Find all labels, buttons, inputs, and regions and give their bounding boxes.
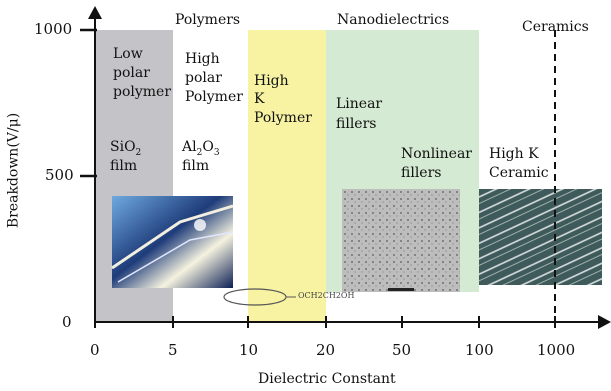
sio2-film-label: SiO2 (110, 139, 141, 162)
molecule-formula-label: OCH2CH2OH (298, 291, 355, 300)
x-tick-label: 1000 (537, 341, 576, 359)
y-tick-label-1000: 1000 (34, 20, 73, 38)
low-polar-polymer-label-line2: polar (113, 65, 150, 81)
high-polar-polymer-label-line3: Polymer (185, 89, 243, 105)
nonlinear-fillers-label-line1: Nonlinear (401, 146, 472, 162)
y-axis-title: Breakdown(V/μ) (5, 112, 22, 229)
high-polar-polymer-label-line1: High (185, 51, 220, 67)
al2o3-formula-sub2: 3 (213, 147, 220, 158)
nanofiller-micrograph-image (342, 189, 460, 292)
header-nanodielectrics: Nanodielectrics (337, 12, 450, 28)
x-axis-title: Dielectric Constant (258, 371, 396, 387)
y-tick-label-0: 0 (62, 313, 72, 331)
y-tick-label-500: 500 (45, 166, 74, 184)
nonlinear-fillers-label-line2: fillers (401, 165, 442, 181)
al2o3-formula-o: O (202, 139, 214, 155)
header-ceramics: Ceramics (522, 19, 589, 35)
y-axis-arrow-icon (88, 6, 102, 19)
sio2-formula-base: SiO (110, 139, 136, 155)
high-k-ceramic-label-line2: Ceramic (489, 165, 549, 181)
x-tick-label: 0 (90, 341, 100, 359)
low-polar-polymer-label-line1: Low (113, 46, 143, 62)
al2o3-formula-sub1: 2 (196, 147, 203, 158)
band-high-k-polymer (248, 30, 326, 322)
linear-fillers-label-line1: Linear (336, 96, 383, 112)
low-polar-polymer-label-line3: polymer (113, 84, 172, 100)
x-tick-label: 100 (465, 341, 494, 359)
high-k-polymer-label-line2: K (254, 91, 265, 107)
x-axis-arrow-icon (598, 315, 611, 329)
ceramic-micrograph-image (479, 189, 602, 285)
al2o3-formula-al: Al (182, 139, 197, 155)
x-tick-label: 20 (316, 341, 336, 359)
high-k-polymer-label-line1: High (254, 73, 289, 89)
x-tick-label: 10 (239, 341, 259, 359)
high-polar-polymer-label-line2: polar (185, 70, 222, 86)
header-polymers: Polymers (175, 12, 241, 28)
x-tick-label: 5 (168, 341, 178, 359)
al2o3-film-label: Al2O3 (182, 139, 220, 162)
linear-fillers-label-line2: fillers (336, 116, 377, 132)
x-tick-label: 50 (392, 341, 412, 359)
molecule-structure-image (223, 288, 296, 306)
high-k-ceramic-label-line1: High K (489, 146, 539, 162)
sio2-formula-subscript: 2 (135, 147, 142, 158)
high-k-polymer-label-line3: Polymer (254, 110, 312, 126)
al2o3-film-word: film (182, 158, 210, 174)
molecular-photo-image (111, 196, 234, 288)
sio2-film-word: film (110, 158, 138, 174)
